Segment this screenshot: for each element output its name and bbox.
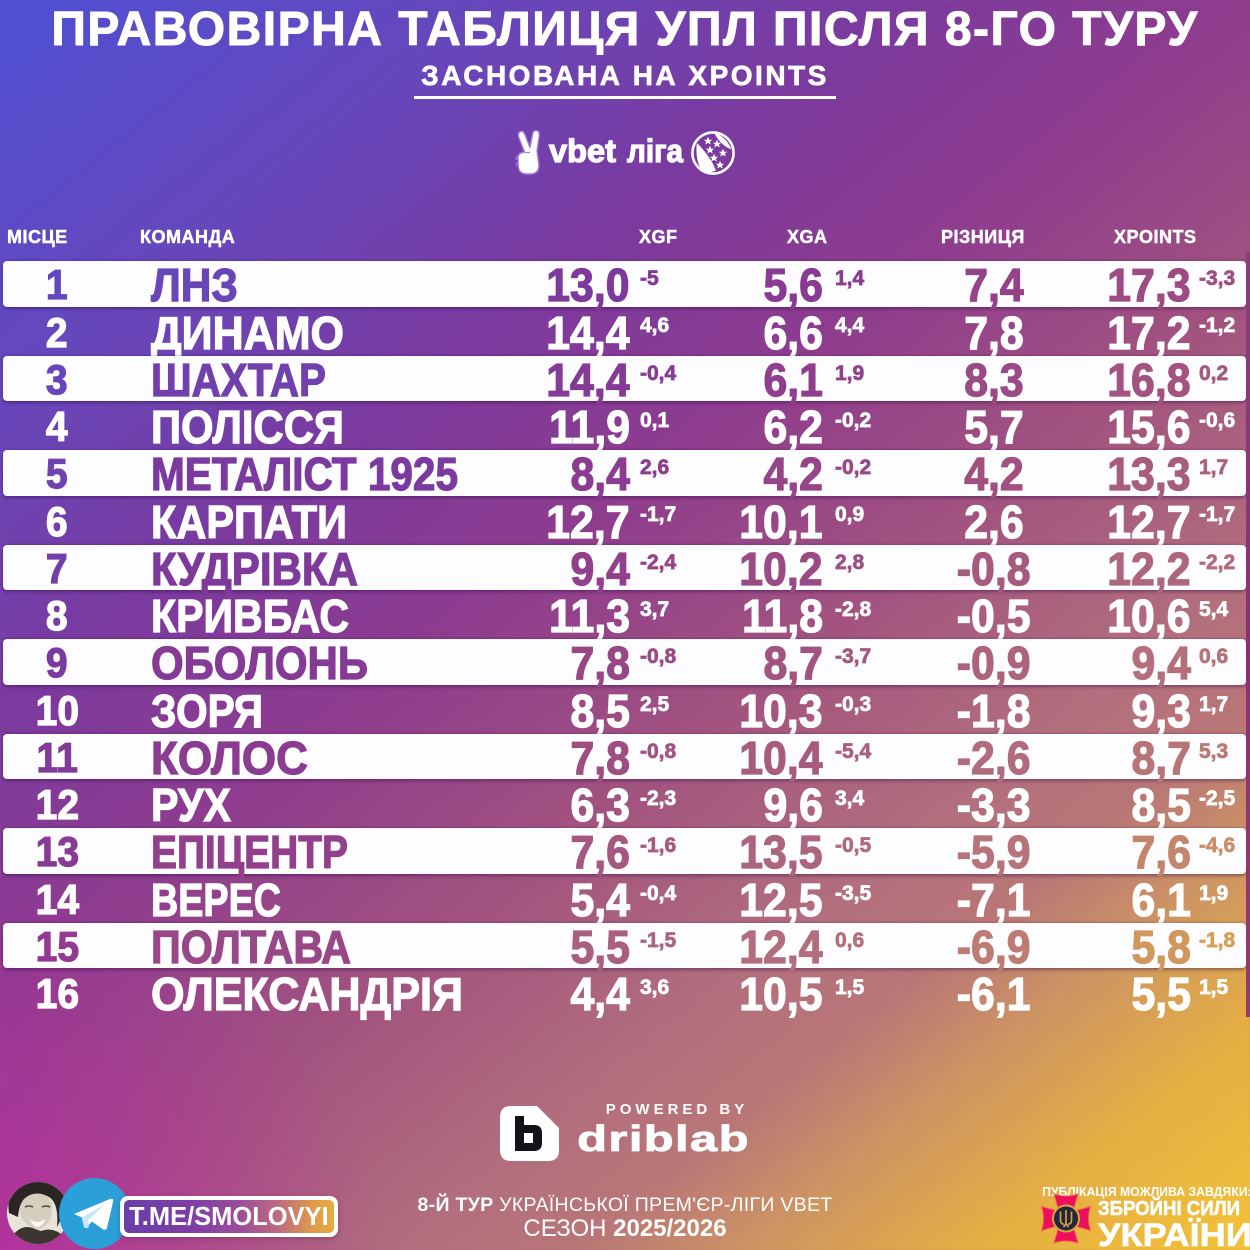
svg-text:ліга: ліга [627, 133, 683, 169]
svg-text:vbet: vbet [549, 133, 616, 169]
